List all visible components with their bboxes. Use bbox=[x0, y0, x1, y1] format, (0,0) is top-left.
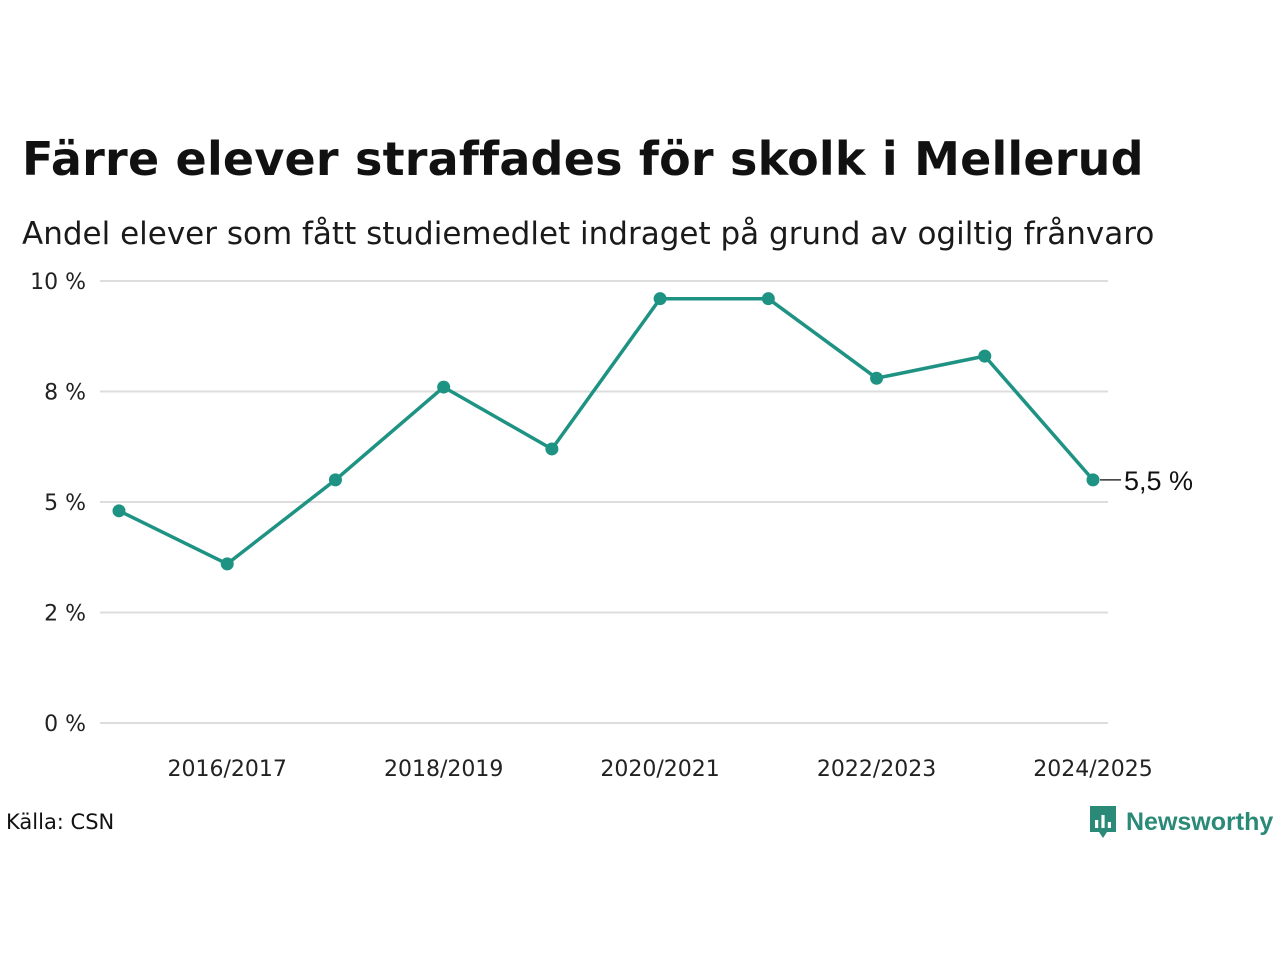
x-tick-label: 2018/2019 bbox=[384, 757, 503, 782]
data-point bbox=[545, 442, 559, 456]
x-axis-tick-labels: 2016/2017 2018/2019 2020/2021 2022/2023 2024… bbox=[168, 757, 1153, 782]
data-point bbox=[437, 380, 451, 394]
data-point bbox=[761, 292, 775, 306]
x-tick-label: 2020/2021 bbox=[600, 757, 719, 782]
x-tick-label: 2024/2025 bbox=[1033, 757, 1152, 782]
brand-logo: Newsworthy bbox=[1088, 804, 1273, 840]
x-tick-label: 2016/2017 bbox=[168, 757, 287, 782]
chart-title: Färre elever straffades för skolk i Mell… bbox=[22, 132, 1144, 186]
y-tick-label: 5 % bbox=[44, 491, 86, 516]
data-point bbox=[1086, 473, 1100, 487]
data-point bbox=[978, 349, 992, 363]
source-note: Källa: CSN bbox=[6, 810, 115, 834]
y-axis-tick-labels: 0 % 2 % 5 % 8 % 10 % bbox=[30, 270, 86, 737]
x-tick-label: 2022/2023 bbox=[817, 757, 936, 782]
newsworthy-logo-icon bbox=[1090, 806, 1116, 838]
end-value-label: 5,5 % bbox=[1124, 466, 1193, 496]
data-series bbox=[112, 292, 1100, 571]
y-tick-label: 10 % bbox=[30, 270, 86, 295]
data-point bbox=[328, 473, 342, 487]
series-line bbox=[117, 296, 1095, 566]
brand-name: Newsworthy bbox=[1126, 807, 1274, 836]
data-point bbox=[220, 557, 234, 571]
data-point bbox=[870, 371, 884, 385]
chart-subtitle: Andel elever som fått studiemedlet indra… bbox=[22, 216, 1155, 252]
data-point bbox=[653, 292, 667, 306]
y-tick-label: 2 % bbox=[44, 602, 86, 627]
line-chart: 0 % 2 % 5 % 8 % 10 % 2016/2017 2018/2019 2020/… bbox=[30, 270, 1193, 782]
y-tick-label: 0 % bbox=[44, 712, 86, 737]
end-label-group: 5,5 % bbox=[1100, 466, 1193, 496]
data-point bbox=[112, 504, 126, 518]
y-tick-label: 8 % bbox=[44, 381, 86, 406]
grid-lines bbox=[100, 280, 1108, 724]
